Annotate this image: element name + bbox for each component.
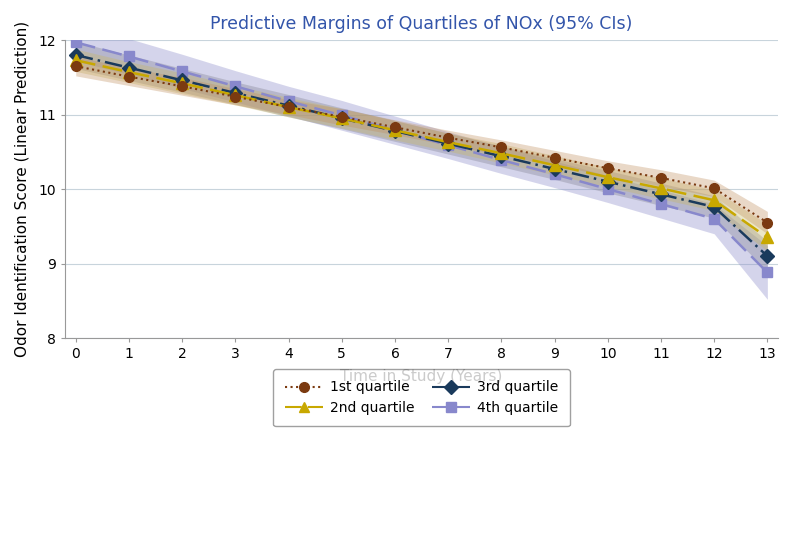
Title: Predictive Margins of Quartiles of NOx (95% CIs): Predictive Margins of Quartiles of NOx (… <box>210 15 633 33</box>
X-axis label: Time in Study (Years): Time in Study (Years) <box>340 370 503 385</box>
Y-axis label: Odor Identification Score (Linear Prediction): Odor Identification Score (Linear Predic… <box>15 21 30 357</box>
Legend: 1st quartile, 2nd quartile, 3rd quartile, 4th quartile: 1st quartile, 2nd quartile, 3rd quartile… <box>274 369 569 426</box>
